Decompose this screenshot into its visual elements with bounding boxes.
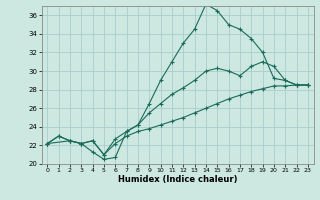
X-axis label: Humidex (Indice chaleur): Humidex (Indice chaleur) bbox=[118, 175, 237, 184]
